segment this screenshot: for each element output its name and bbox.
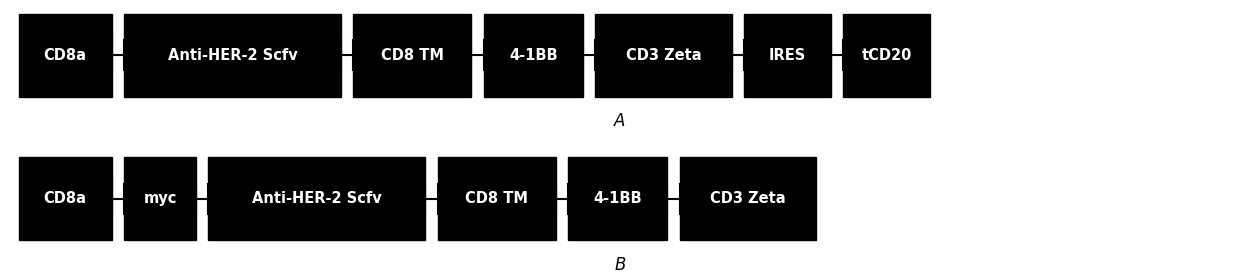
- Bar: [484, 14, 583, 97]
- Text: B: B: [614, 256, 626, 274]
- Bar: [843, 14, 930, 97]
- Bar: [568, 157, 667, 240]
- Bar: [744, 14, 831, 97]
- Bar: [595, 14, 732, 97]
- Bar: [19, 157, 112, 240]
- Text: CD8 TM: CD8 TM: [381, 48, 444, 63]
- Text: CD8a: CD8a: [43, 191, 87, 206]
- Bar: [353, 14, 471, 97]
- Text: tCD20: tCD20: [862, 48, 911, 63]
- Text: CD3 Zeta: CD3 Zeta: [626, 48, 701, 63]
- Text: 4-1BB: 4-1BB: [508, 48, 558, 63]
- Text: myc: myc: [144, 191, 176, 206]
- Text: IRES: IRES: [769, 48, 806, 63]
- Bar: [19, 14, 112, 97]
- Bar: [680, 157, 816, 240]
- Bar: [124, 14, 341, 97]
- Text: Anti-HER-2 Scfv: Anti-HER-2 Scfv: [252, 191, 382, 206]
- Text: 4-1BB: 4-1BB: [593, 191, 642, 206]
- Bar: [208, 157, 425, 240]
- Text: CD8a: CD8a: [43, 48, 87, 63]
- Bar: [438, 157, 556, 240]
- Text: CD3 Zeta: CD3 Zeta: [711, 191, 785, 206]
- Bar: [124, 157, 196, 240]
- Text: Anti-HER-2 Scfv: Anti-HER-2 Scfv: [167, 48, 298, 63]
- Text: CD8 TM: CD8 TM: [465, 191, 528, 206]
- Text: A: A: [614, 112, 626, 131]
